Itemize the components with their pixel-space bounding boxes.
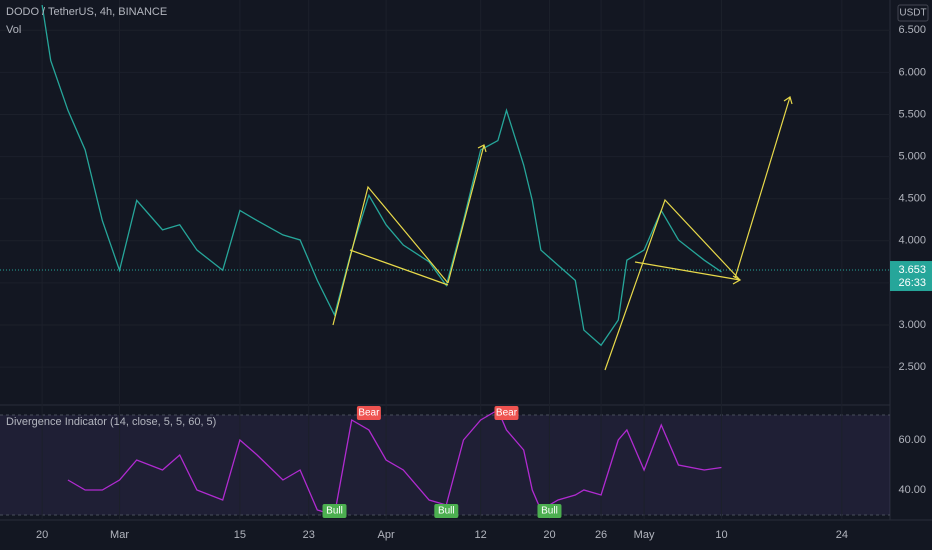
- drawing: [349, 249, 449, 286]
- x-tick-label: 10: [715, 529, 727, 541]
- arrowhead: [783, 96, 793, 105]
- band-fill: [0, 415, 890, 515]
- y-tick-label: 5.000: [898, 151, 926, 163]
- last-price-box: [890, 261, 932, 292]
- drawing: [447, 144, 485, 284]
- y-tick-label: 40.00: [898, 484, 926, 496]
- signal-box: [537, 504, 562, 518]
- signal-box: [322, 504, 347, 518]
- signal-box: [356, 406, 381, 420]
- arrowhead: [477, 144, 487, 153]
- signal-box: [494, 406, 519, 420]
- indicator-line: [67, 409, 722, 516]
- x-tick-label: 23: [303, 529, 315, 541]
- price-line: [41, 4, 722, 347]
- y-tick-label: 60.00: [898, 434, 926, 446]
- subtitle: Vol: [6, 24, 21, 36]
- y-tick-label: 4.000: [898, 235, 926, 247]
- signal-label: Bear: [358, 408, 380, 419]
- last-price: 3.653: [898, 264, 926, 276]
- x-tick-label: 20: [36, 529, 48, 541]
- countdown: 26:33: [898, 277, 926, 289]
- y-tick-label: 4.500: [898, 193, 926, 205]
- drawing: [604, 198, 741, 371]
- y-tick-label: 2.500: [898, 361, 926, 373]
- signal-label: Bull: [326, 506, 343, 517]
- x-tick-label: 12: [475, 529, 487, 541]
- y-tick-label: 3.000: [898, 319, 926, 331]
- chart-title: DODO / TetherUS, 4h, BINANCE: [6, 6, 167, 18]
- x-tick-label: Apr: [378, 529, 395, 541]
- indicator-title: Divergence Indicator (14, close, 5, 5, 6…: [6, 416, 216, 428]
- x-tick-label: 26: [595, 529, 607, 541]
- currency[interactable]: USDT: [899, 8, 926, 19]
- signal-box: [434, 504, 459, 518]
- signal-label: Bull: [541, 506, 558, 517]
- x-tick-label: 20: [543, 529, 555, 541]
- x-tick-label: Mar: [110, 529, 129, 541]
- y-tick-label: 5.500: [898, 108, 926, 120]
- x-tick-label: 15: [234, 529, 246, 541]
- drawing: [332, 185, 449, 326]
- y-tick-label: 6.000: [898, 66, 926, 78]
- drawing: [634, 261, 741, 281]
- pattern-drawings: [332, 96, 793, 371]
- signal-label: Bull: [438, 506, 455, 517]
- x-tick-label: May: [634, 529, 655, 541]
- x-tick-label: 24: [836, 529, 848, 541]
- drawing: [734, 96, 791, 279]
- currency-box[interactable]: [897, 4, 929, 22]
- y-tick-label: 6.500: [898, 24, 926, 36]
- signal-label: Bear: [496, 408, 518, 419]
